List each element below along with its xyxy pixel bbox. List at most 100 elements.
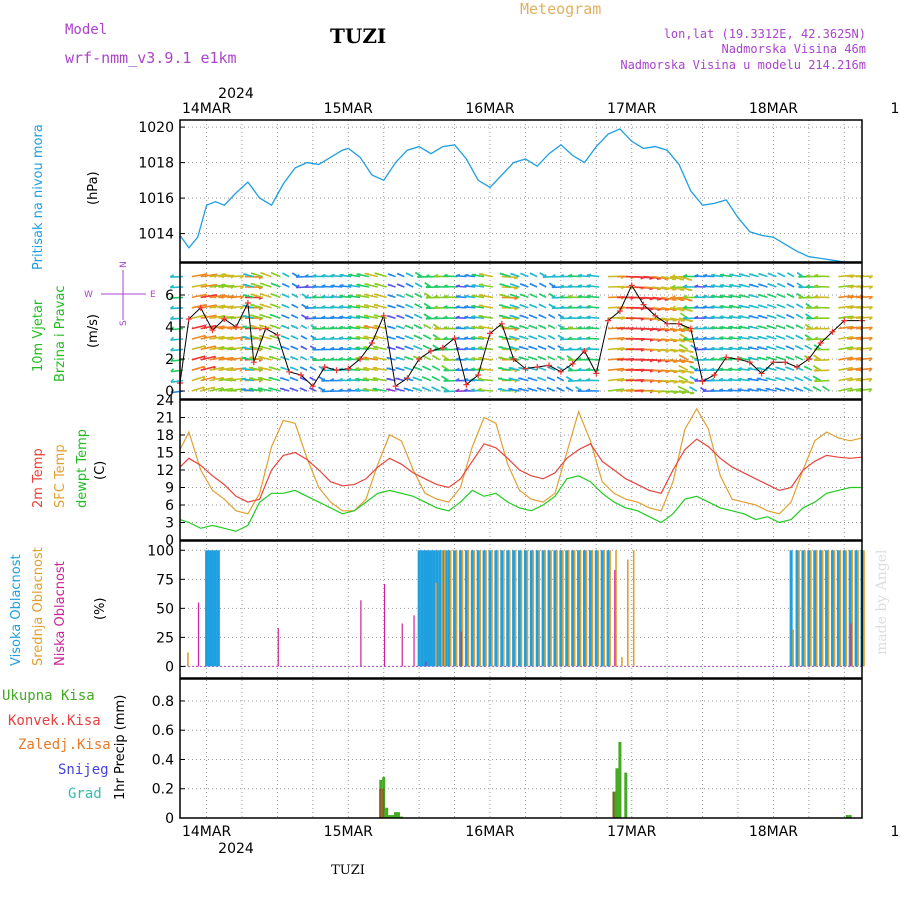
wind-arrow-head	[537, 355, 542, 359]
wind-arrow-head	[295, 284, 300, 289]
cloud-high-bar	[464, 550, 468, 667]
wind-arrow-head	[710, 367, 715, 371]
wind-arrow-head	[798, 274, 803, 278]
wind-arrow-head	[405, 272, 411, 276]
wind-arrow-head	[577, 325, 582, 329]
wind-arrow-head	[433, 305, 439, 309]
wind-arrow-head	[718, 367, 724, 371]
wind-arrow-head	[868, 316, 873, 321]
wind-arrow-head	[309, 387, 314, 391]
wind-arrow	[443, 285, 458, 288]
y-tick-label: 6	[165, 288, 174, 304]
wind-arrow-head	[464, 315, 469, 319]
wind-arrow-head	[321, 305, 326, 309]
cloud-mid-bar	[467, 550, 470, 667]
cloud-low-bar	[360, 600, 362, 667]
wind-arrow	[838, 335, 854, 340]
wind-arrow-head	[586, 294, 591, 298]
cloud-high-bar	[482, 550, 486, 667]
day-label-top: 17MAR	[607, 101, 656, 117]
wind-arrow-head	[548, 303, 553, 307]
wind-arrow-head	[682, 305, 688, 309]
wind-speed-point	[675, 320, 682, 327]
wind-arrow-head	[719, 315, 724, 318]
panel-frame	[179, 119, 863, 263]
wind-arrow-head	[387, 304, 392, 308]
wind-arrow-head	[586, 336, 591, 340]
wind-arrow-head	[338, 377, 343, 381]
wind-arrow-head	[577, 367, 582, 371]
wind-arrow	[209, 387, 224, 392]
wind-arrow-head	[559, 315, 564, 320]
wind-arrow-head	[577, 294, 582, 298]
wind-arrow-head	[728, 346, 733, 349]
wind-arrow-head	[422, 344, 427, 348]
wind-arrow-head	[270, 292, 275, 296]
wind-speed-point	[233, 324, 240, 330]
wind-arrow-head	[710, 315, 715, 319]
wind-speed-point	[699, 378, 706, 385]
wind-arrow-head	[681, 361, 686, 364]
cloud-high-bar	[854, 550, 858, 667]
y-tick-label: 0.2	[152, 782, 174, 798]
wind-arrow-head	[566, 365, 571, 370]
wind-arrow-head	[169, 284, 175, 289]
wind-arrow	[838, 387, 853, 392]
wind-arrow-head	[338, 388, 343, 392]
model-label: Model	[65, 22, 107, 38]
temp-label-sfc: SFC Temp	[53, 444, 68, 508]
lonlat-text: lon,lat (19.3312E, 42.3625N)	[664, 27, 866, 41]
wind-arrow-head	[804, 334, 809, 338]
wind-arrow-head	[310, 334, 315, 339]
wind-arrow-head	[804, 344, 809, 349]
wind-arrow-head	[514, 297, 519, 301]
wind-arrow-head	[291, 293, 296, 297]
wind-arrow-head	[813, 344, 818, 348]
wind-speed-point	[463, 381, 470, 388]
wind-arrow-head	[813, 378, 819, 382]
wind-arrow-head	[220, 356, 225, 360]
wind-arrow	[170, 348, 184, 352]
wind-arrow-head	[312, 346, 317, 351]
wind-arrow	[170, 379, 184, 383]
wind-arrow-head	[785, 324, 791, 328]
wind-arrow-head	[330, 357, 335, 361]
cloud-mid-bar	[609, 550, 611, 667]
wind-arrow-head	[702, 305, 708, 309]
wind-speed-point	[640, 301, 647, 308]
y-tick-label: 3	[165, 516, 174, 532]
wind-arrow-head	[547, 334, 553, 339]
wind-arrow-head	[259, 292, 265, 296]
wind-arrow-head	[404, 366, 409, 370]
wind-arrow-head	[347, 325, 352, 329]
wind-ylabel2: Brzina i Pravac	[53, 285, 68, 382]
wind-arrow-head	[241, 388, 246, 391]
wind-arrow	[470, 368, 485, 371]
wind-arrow-head	[547, 355, 552, 359]
cloud-mid-bar	[591, 550, 594, 667]
cloud-mid-bar	[827, 550, 830, 667]
wind-arrow-head	[318, 365, 323, 370]
wind-arrow	[814, 275, 830, 278]
y-tick-label: 100	[147, 543, 174, 559]
wind-arrow-head	[678, 354, 684, 358]
cloud-high-bar	[458, 550, 462, 667]
station-title: TUZI	[330, 24, 386, 48]
wind-arrow-head	[289, 376, 295, 380]
wind-arrow-head	[784, 376, 790, 380]
cloud-high-bar	[842, 550, 846, 667]
wind-arrow	[191, 355, 206, 361]
pressure-unit: (hPa)	[86, 171, 101, 205]
wind-arrow-head	[682, 315, 688, 320]
cloud-high-bar	[553, 550, 557, 667]
cloud-high-bar	[819, 550, 823, 667]
wind-arrow-head	[330, 315, 335, 319]
wind-arrow-head	[519, 304, 524, 307]
wind-arrow	[838, 325, 854, 330]
wind-arrow-head	[565, 376, 571, 380]
wind-arrow-head	[672, 329, 678, 332]
wind-arrow-head	[310, 345, 315, 349]
wind-arrow-head	[868, 306, 873, 310]
cloud-mid-bar	[804, 550, 806, 667]
wind-arrow-head	[671, 284, 676, 289]
